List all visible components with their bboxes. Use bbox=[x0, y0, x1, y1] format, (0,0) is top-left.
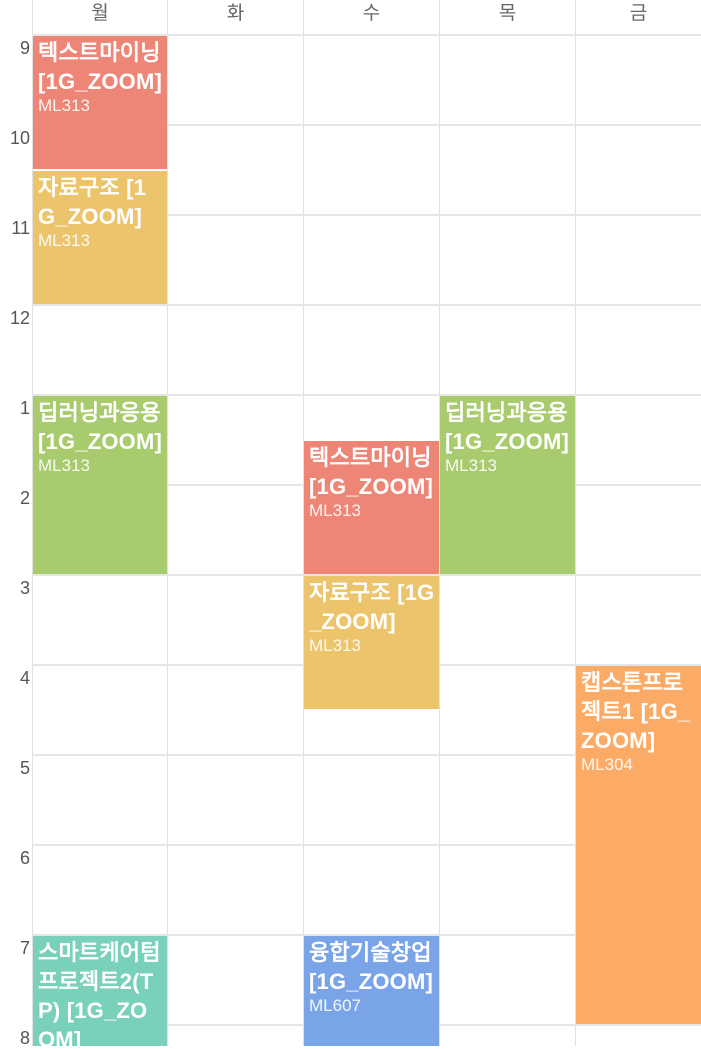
hour-gridline bbox=[32, 394, 701, 396]
day-header-wed: 수 bbox=[362, 3, 381, 24]
day-header-tue: 화 bbox=[226, 3, 245, 24]
hour-gridline bbox=[32, 754, 701, 756]
column-divider bbox=[303, 0, 304, 1046]
hour-label: 1 bbox=[19, 398, 30, 418]
hour-label: 2 bbox=[19, 488, 30, 508]
course-block[interactable]: 딥러닝과응용 [1G_ZOOM] ML313 bbox=[440, 396, 575, 574]
hour-label: 8 bbox=[19, 1028, 30, 1048]
hour-gridline bbox=[32, 124, 701, 126]
course-block[interactable]: 자료구조 [1G_ZOOM] ML313 bbox=[304, 576, 439, 709]
course-title: 자료구조 [1G_ZOOM] bbox=[309, 580, 435, 634]
course-room: ML313 bbox=[309, 501, 361, 520]
hour-label: 11 bbox=[11, 218, 30, 238]
course-title: 자료구조 [1G_ZOOM] bbox=[38, 175, 147, 229]
hour-label: 3 bbox=[19, 578, 30, 598]
course-title: 딥러닝과응용 [1G_ZOOM] bbox=[445, 400, 570, 454]
column-divider bbox=[575, 0, 576, 1046]
hour-gridline bbox=[32, 844, 701, 846]
course-title: 텍스트마이닝 [1G_ZOOM] bbox=[38, 40, 163, 94]
course-block[interactable]: 캡스톤프로젝트1 [1G_ZOOM] ML304 bbox=[576, 666, 701, 1024]
hour-gridline bbox=[32, 934, 701, 936]
hour-gridline bbox=[32, 214, 701, 216]
course-title: 스마트케어텀프로젝트2(TP) [1G_ZOOM] bbox=[38, 940, 161, 1046]
hour-gridline bbox=[32, 574, 701, 576]
course-title: 딥러닝과응용 [1G_ZOOM] bbox=[38, 400, 163, 454]
hour-label: 4 bbox=[19, 668, 30, 688]
course-room: ML304 bbox=[581, 755, 633, 774]
course-room: ML313 bbox=[38, 96, 90, 115]
course-block[interactable]: 자료구조 [1G_ZOOM] ML313 bbox=[33, 171, 167, 304]
course-block[interactable]: 스마트케어텀프로젝트2(TP) [1G_ZOOM] bbox=[33, 936, 167, 1046]
course-room: ML313 bbox=[309, 636, 361, 655]
course-block[interactable]: 딥러닝과응용 [1G_ZOOM] ML313 bbox=[33, 396, 167, 574]
hour-label: 7 bbox=[19, 938, 30, 958]
course-title: 융합기술창업 [1G_ZOOM] bbox=[309, 940, 434, 994]
course-room: ML313 bbox=[38, 456, 90, 475]
course-block[interactable]: 텍스트마이닝 [1G_ZOOM] ML313 bbox=[304, 441, 439, 574]
day-header-mon: 월 bbox=[91, 3, 109, 24]
day-header-fri: 금 bbox=[629, 3, 648, 24]
hour-label: 6 bbox=[19, 848, 30, 868]
column-divider bbox=[167, 0, 168, 1046]
hour-label: 12 bbox=[9, 308, 30, 328]
column-divider bbox=[439, 0, 440, 1046]
hour-label: 5 bbox=[19, 758, 30, 778]
hour-label: 10 bbox=[9, 128, 30, 148]
course-block[interactable]: 텍스트마이닝 [1G_ZOOM] ML313 bbox=[33, 36, 167, 169]
column-divider bbox=[32, 0, 33, 1046]
hour-label: 9 bbox=[19, 38, 30, 58]
course-room: ML313 bbox=[38, 231, 90, 250]
course-room: ML313 bbox=[445, 456, 497, 475]
hour-gridline bbox=[32, 34, 701, 36]
course-title: 텍스트마이닝 [1G_ZOOM] bbox=[309, 445, 434, 499]
course-title: 캡스톤프로젝트1 [1G_ZOOM] bbox=[581, 670, 691, 753]
hour-gridline bbox=[32, 304, 701, 306]
day-header-thu: 목 bbox=[498, 3, 517, 24]
course-block[interactable]: 융합기술창업 [1G_ZOOM] ML607 bbox=[304, 936, 439, 1046]
course-room: ML607 bbox=[309, 996, 361, 1015]
